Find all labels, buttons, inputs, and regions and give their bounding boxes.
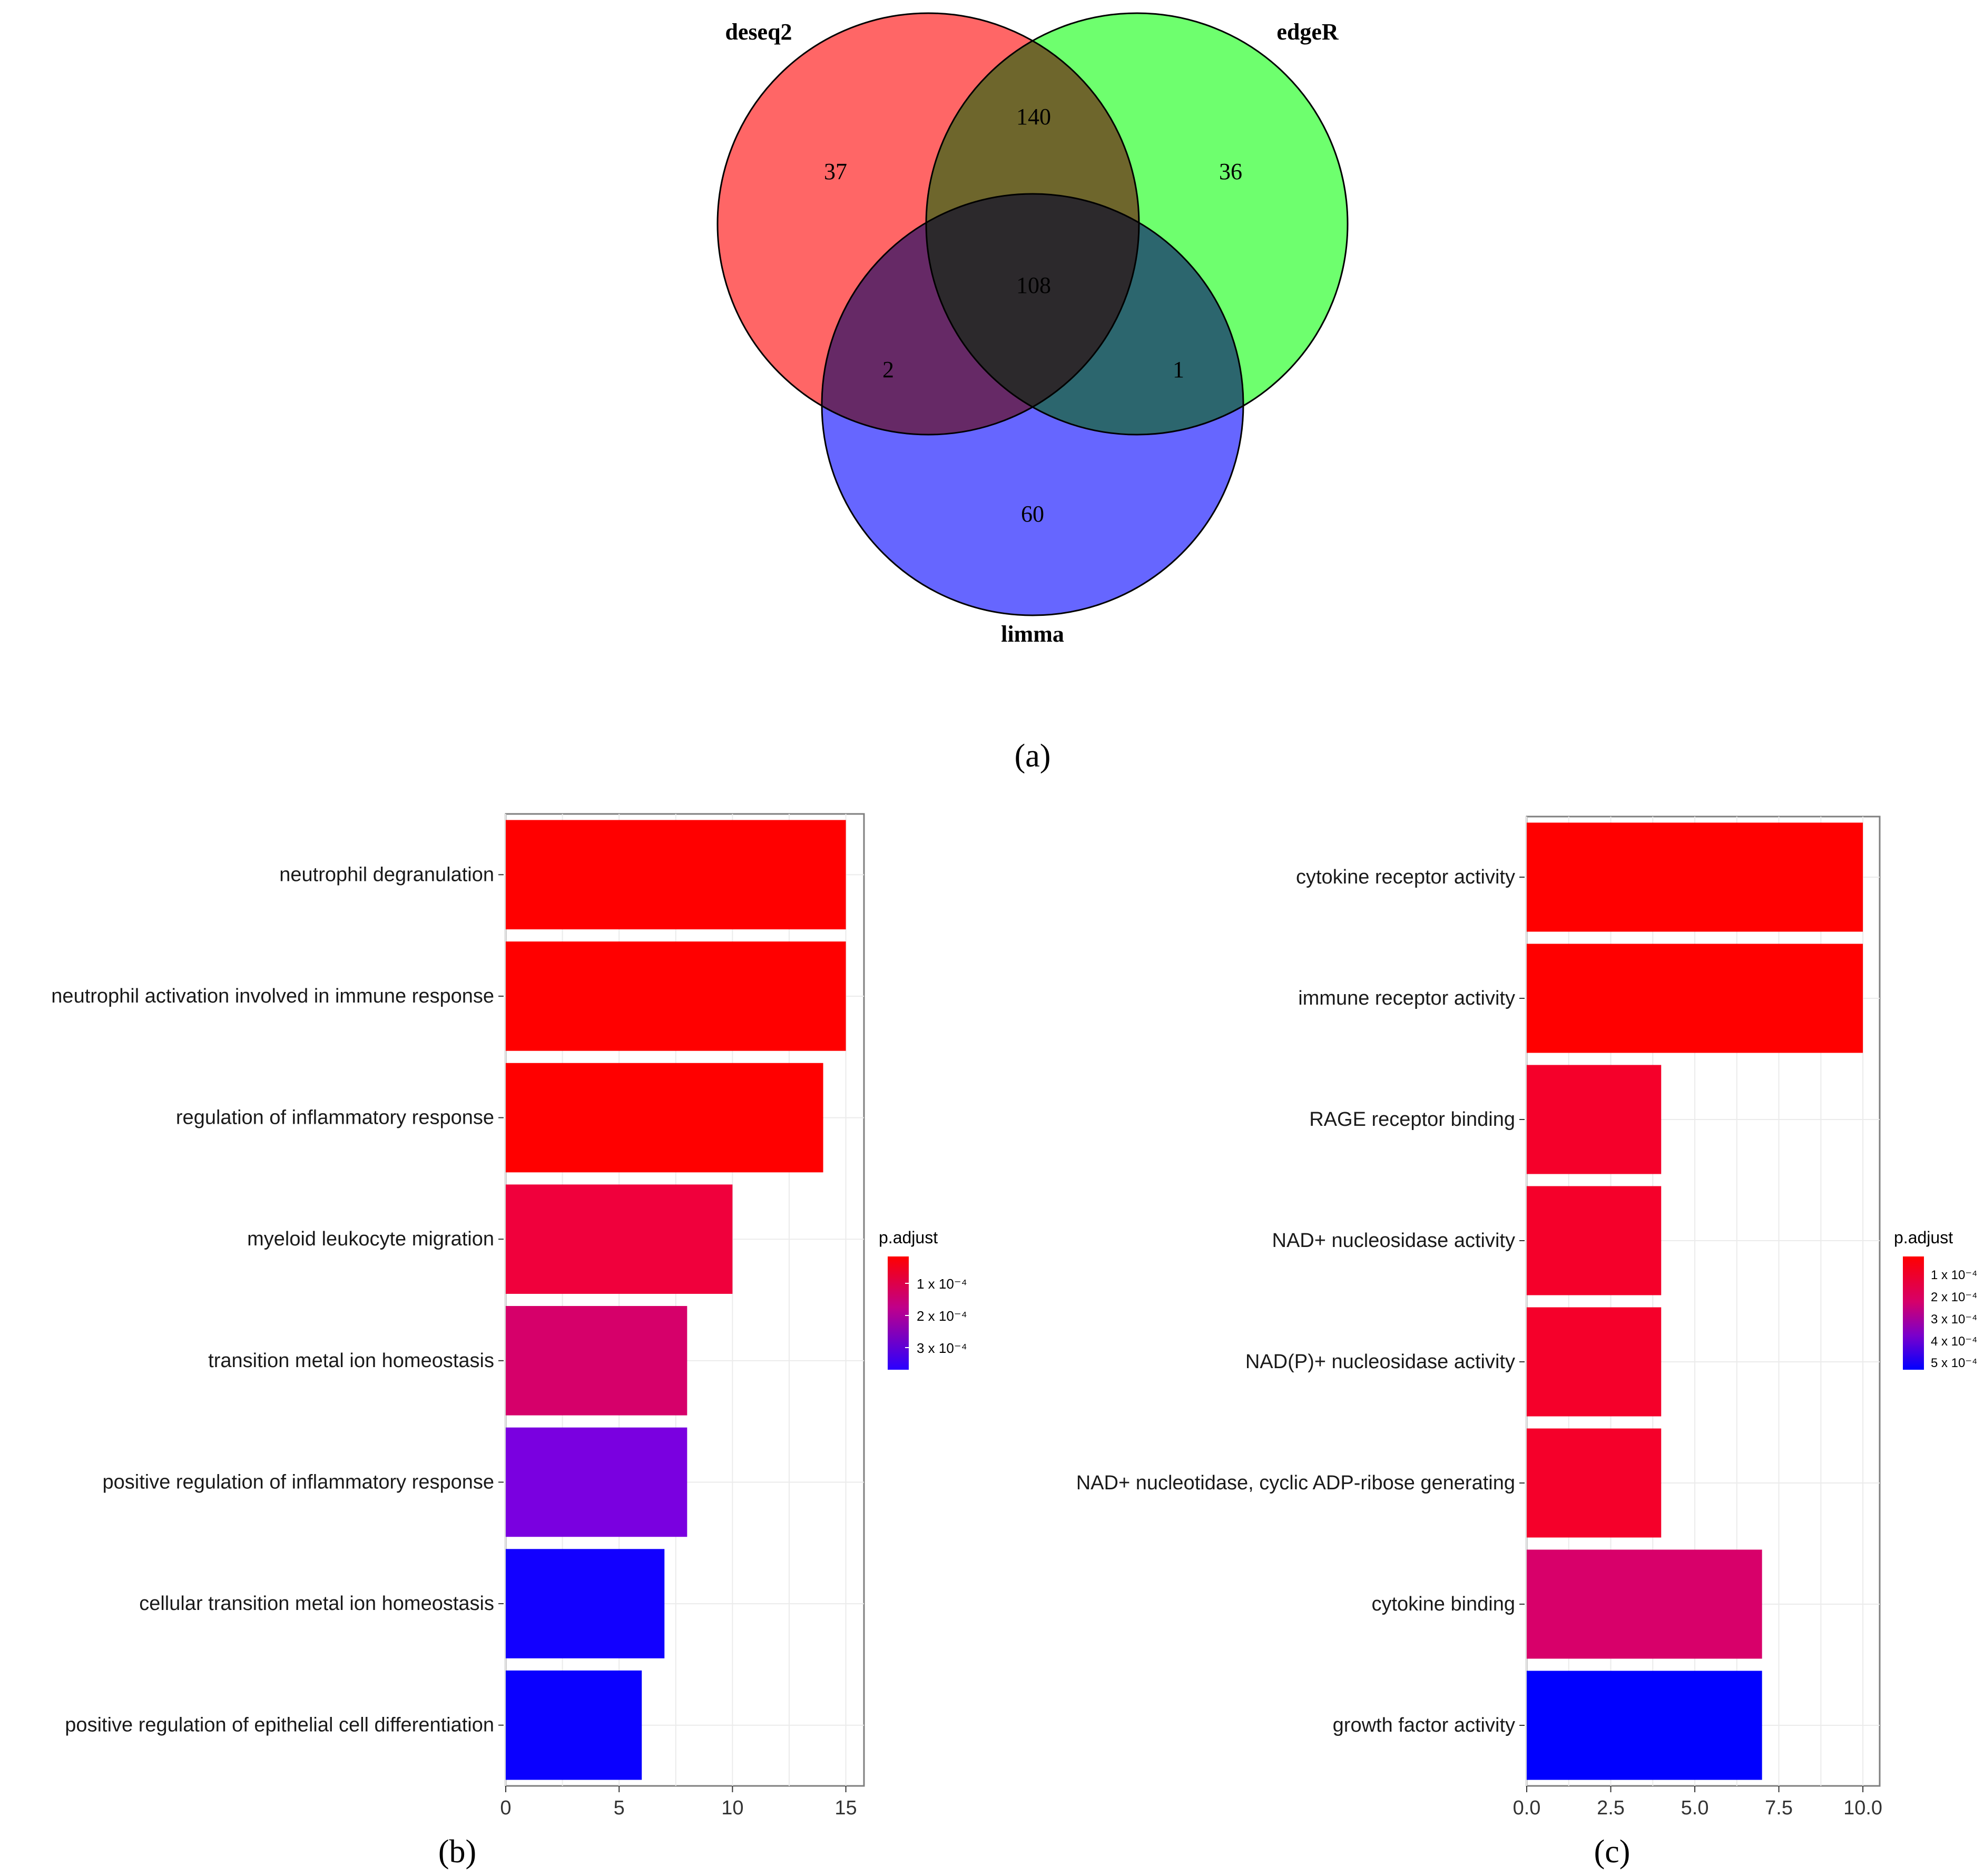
venn-set-label-limma: limma	[1001, 621, 1064, 647]
panel-label-a: (a)	[1015, 738, 1051, 774]
legend-title-c: p.adjust	[1894, 1228, 1953, 1247]
legend-label-c-5: 5 x 10⁻⁴	[1931, 1356, 1977, 1370]
venn-circle-limma	[822, 194, 1243, 615]
legend-label-c-3: 3 x 10⁻⁴	[1931, 1312, 1977, 1327]
venn-count-deseq2-only: 37	[824, 159, 847, 184]
venn-count-deseq2-limma: 2	[882, 357, 894, 382]
x-ticks-b: 0 5 10 15	[500, 1786, 857, 1819]
legend-label-b-3: 3 x 10⁻⁴	[917, 1340, 967, 1356]
x-tick-label: 0	[500, 1797, 511, 1819]
venn-count-all-three: 108	[1016, 272, 1051, 298]
category-label: immune receptor activity	[1298, 987, 1515, 1009]
category-label: RAGE receptor binding	[1309, 1108, 1515, 1131]
legend-colorbar-b	[888, 1256, 909, 1370]
bar-b-5	[506, 1306, 687, 1416]
category-labels-b: neutrophil degranulation neutrophil activ…	[51, 863, 504, 1736]
legend-colorbar-c	[1903, 1256, 1924, 1370]
bar-c-7	[1527, 1549, 1762, 1659]
bar-c-3	[1527, 1065, 1662, 1174]
category-label: cytokine binding	[1371, 1593, 1515, 1615]
venn-set-label-edgeR: edgeR	[1276, 19, 1339, 45]
category-label: regulation of inflammatory response	[176, 1107, 494, 1129]
bar-chart-b: neutrophil degranulation neutrophil activ…	[51, 813, 967, 1870]
x-tick-label: 0.0	[1513, 1797, 1541, 1819]
legend-label-c-2: 2 x 10⁻⁴	[1931, 1290, 1977, 1304]
category-label: growth factor activity	[1333, 1714, 1515, 1736]
bar-chart-c: cytokine receptor activity immune recepto…	[1076, 816, 1977, 1870]
legend-label-c-4: 4 x 10⁻⁴	[1931, 1334, 1977, 1349]
x-tick-label: 10.0	[1843, 1797, 1882, 1819]
legend-c: p.adjust 1 x 10⁻⁴ 2 x 10⁻⁴ 3 x 10⁻⁴ 4 x …	[1894, 1228, 1977, 1370]
category-label: cellular transition metal ion homeostasi…	[139, 1593, 494, 1615]
category-label: transition metal ion homeostasis	[208, 1350, 494, 1372]
x-tick-label: 7.5	[1765, 1797, 1793, 1819]
venn-diagram: deseq2 edgeR limma 37 36 60 140 2 1 108 …	[716, 12, 1349, 774]
x-tick-label: 5.0	[1681, 1797, 1709, 1819]
bar-b-3	[506, 1063, 823, 1173]
venn-count-limma-only: 60	[1021, 501, 1044, 527]
bars-c	[1527, 822, 1863, 1780]
x-tick-label: 5	[614, 1797, 625, 1819]
category-labels-c: cytokine receptor activity immune recepto…	[1076, 866, 1525, 1736]
category-label: NAD(P)+ nucleosidase activity	[1245, 1351, 1515, 1373]
bars-b	[506, 820, 846, 1780]
legend-label-b-1: 1 x 10⁻⁴	[917, 1276, 967, 1292]
bar-c-8	[1527, 1671, 1762, 1780]
bar-c-1	[1527, 822, 1863, 932]
category-label: neutrophil degranulation	[279, 863, 494, 886]
venn-count-edgeR-limma: 1	[1173, 357, 1184, 382]
bar-b-1	[506, 820, 846, 930]
legend-b: p.adjust 1 x 10⁻⁴ 2 x 10⁻⁴ 3 x 10⁻⁴	[879, 1228, 967, 1370]
category-label: NAD+ nucleotidase, cyclic ADP-ribose gen…	[1076, 1472, 1515, 1494]
legend-label-c-1: 1 x 10⁻⁴	[1931, 1268, 1977, 1282]
x-tick-label: 2.5	[1597, 1797, 1625, 1819]
bar-b-2	[506, 941, 846, 1051]
x-tick-label: 15	[834, 1797, 857, 1819]
category-label: positive regulation of inflammatory resp…	[103, 1471, 495, 1493]
bar-c-4	[1527, 1186, 1662, 1295]
panel-label-c: (c)	[1594, 1834, 1631, 1870]
category-label: NAD+ nucleosidase activity	[1272, 1230, 1516, 1252]
x-ticks-c: 0.0 2.5 5.0 7.5 10.0	[1513, 1786, 1882, 1819]
legend-title-b: p.adjust	[879, 1228, 938, 1247]
venn-set-label-deseq2: deseq2	[725, 19, 792, 45]
venn-count-deseq2-edgeR: 140	[1016, 104, 1051, 130]
bar-c-2	[1527, 944, 1863, 1053]
category-label: myeloid leukocyte migration	[247, 1228, 494, 1250]
category-label: positive regulation of epithelial cell d…	[65, 1714, 494, 1736]
panel-label-b: (b)	[438, 1834, 476, 1870]
bar-c-5	[1527, 1307, 1662, 1417]
bar-b-6	[506, 1427, 687, 1537]
x-tick-label: 10	[721, 1797, 743, 1819]
bar-b-7	[506, 1549, 665, 1658]
bar-c-6	[1527, 1428, 1662, 1538]
legend-label-b-2: 2 x 10⁻⁴	[917, 1308, 967, 1324]
bar-b-4	[506, 1184, 733, 1294]
bar-b-8	[506, 1670, 642, 1780]
category-label: neutrophil activation involved in immune…	[51, 985, 494, 1007]
category-label: cytokine receptor activity	[1296, 866, 1515, 888]
venn-count-edgeR-only: 36	[1219, 159, 1242, 184]
